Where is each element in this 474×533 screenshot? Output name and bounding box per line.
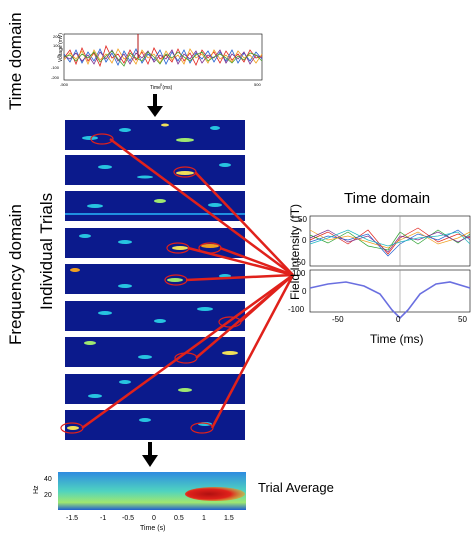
top-ylabel: Voltage (mV) xyxy=(58,33,64,62)
top-xlabel-text: Time (ms) xyxy=(150,85,173,91)
right-top-ytick-n50: -50 xyxy=(294,258,306,267)
right-bottom-ytick-n100: -100 xyxy=(288,305,305,314)
arrow-down-icon xyxy=(147,94,163,117)
top-voltage-plot: Voltage (mV) 200 100 0 -100 -200 -500 0 … xyxy=(50,28,265,91)
right-xlabel: Time (ms) xyxy=(370,332,424,346)
trace-5 xyxy=(63,50,263,67)
top-xtick-0: 0 xyxy=(160,82,163,87)
trace-4 xyxy=(63,49,263,65)
highlight-circle-3 xyxy=(166,242,190,254)
avg-xtick-0: 0 xyxy=(152,515,156,522)
avg-ytick-20: 20 xyxy=(44,492,52,499)
right-time-domain-title: Time domain xyxy=(344,190,431,207)
top-voltage-svg: Voltage (mV) 200 100 0 -100 -200 -500 0 … xyxy=(51,33,263,87)
connector-lines xyxy=(81,137,295,430)
right-xtick-n50: -50 xyxy=(332,315,344,324)
trial-spectrogram-8 xyxy=(65,374,245,404)
avg-ytick-40: 40 xyxy=(44,476,52,483)
avg-xtick-n0.5: -0.5 xyxy=(122,515,134,522)
avg-xtick-1: 1 xyxy=(202,515,206,522)
highlight-circle-9 xyxy=(190,422,214,434)
right-top-ytick-0: 0 xyxy=(302,236,307,245)
right-bottom-ytick-100: 100 xyxy=(292,269,306,278)
highlight-circle-5 xyxy=(164,274,188,286)
highlight-circle-1 xyxy=(90,133,114,145)
top-xtick-500: 500 xyxy=(254,82,261,87)
right-xtick-50: 50 xyxy=(458,315,467,324)
top-ytick-n100: -100 xyxy=(51,65,60,70)
avg-xtick-1.5: 1.5 xyxy=(224,515,234,522)
highlight-circle-2 xyxy=(173,166,197,178)
trial-average-label: Trial Average xyxy=(258,480,334,495)
avg-xtick-n1: -1 xyxy=(100,515,106,522)
average-trace xyxy=(309,281,471,320)
highlight-circle-8 xyxy=(60,422,84,434)
top-ytick-100: 100 xyxy=(53,43,60,48)
right-ylabel: Field Intensity (fT) xyxy=(288,203,302,300)
avg-ylabel: Hz xyxy=(33,485,40,494)
trial-spectrogram-2 xyxy=(65,155,245,185)
right-top-ytick-50: 50 xyxy=(298,215,307,224)
right-bottom-ytick-0: 0 xyxy=(302,287,307,296)
top-xtick-n500: -500 xyxy=(60,82,69,87)
arrow-down-icon-2 xyxy=(142,442,158,467)
trial-spectrogram-6 xyxy=(65,301,245,331)
avg-xtick-0.5: 0.5 xyxy=(174,515,184,522)
trial-average-plot: 40 20 Hz -1.5 -1 -0.5 0 0.5 1 1.5 Time (… xyxy=(30,468,250,533)
right-xtick-0: 0 xyxy=(396,315,401,324)
avg-xtick-n1.5: -1.5 xyxy=(66,515,78,522)
avg-xlabel: Time (s) xyxy=(140,525,165,532)
top-ytick-200: 200 xyxy=(53,34,60,39)
top-ytick-0: 0 xyxy=(57,54,60,59)
trial-traces xyxy=(309,227,471,257)
field-intensity-plot: 50 0 -50 100 0 -100 -50 0 50 xyxy=(288,215,471,324)
top-ytick-n200: -200 xyxy=(51,75,60,80)
average-hotspot xyxy=(185,487,245,501)
